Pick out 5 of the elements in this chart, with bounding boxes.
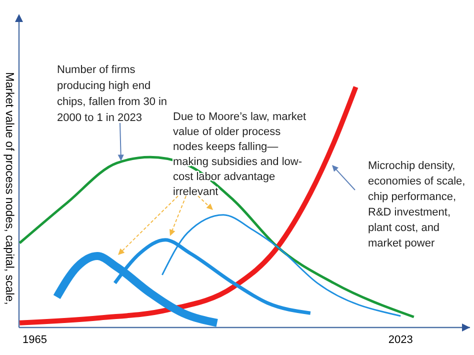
- y-axis-title: Market value of process nodes, capital, scale,: [3, 72, 15, 305]
- annotation: Microchip density, economies of scale, chip performance, R&D investment, plant cost, and market power: [368, 160, 466, 250]
- annotation: Number of firms producing high end chips, fallen from 30 in 2000 to 1 in 2023: [57, 64, 168, 124]
- x-tick-label: 2023: [388, 334, 413, 346]
- x-tick-label: 1965: [22, 334, 48, 346]
